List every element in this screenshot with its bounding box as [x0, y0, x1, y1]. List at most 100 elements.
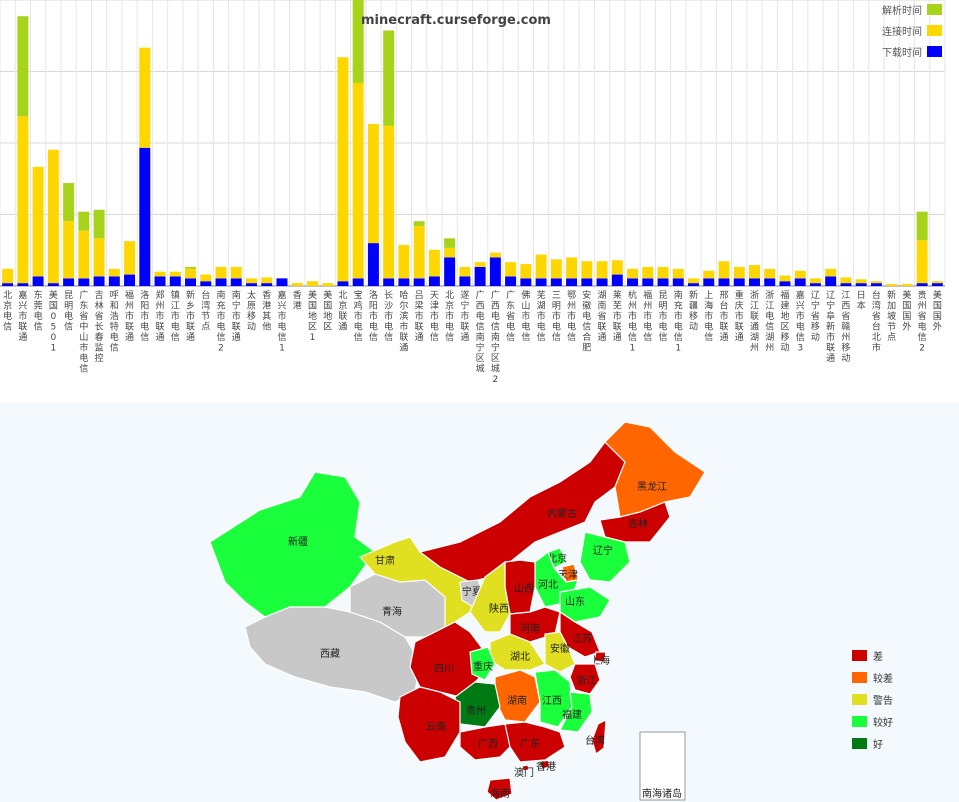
region-label: 重庆 — [473, 660, 493, 673]
x-tick-label: 市 — [719, 310, 728, 322]
x-tick-label: 点 — [887, 332, 896, 343]
x-tick-label: 充 — [674, 300, 683, 312]
region-label: 广西 — [478, 738, 498, 750]
x-tick-label: 兴 — [277, 301, 286, 312]
region-香港[interactable] — [539, 759, 551, 770]
region-上海[interactable] — [593, 651, 607, 663]
legend-swatch — [927, 46, 942, 57]
x-tick-label: 节 — [887, 322, 896, 333]
bar-segment — [550, 259, 562, 279]
x-tick-label: 信 — [384, 331, 393, 343]
bar-segment — [642, 266, 654, 279]
map-legend-swatch[interactable] — [852, 672, 867, 683]
bar-segment — [306, 281, 318, 286]
x-tick-label: 北 — [338, 290, 347, 301]
x-tick-label: 移 — [780, 331, 789, 343]
x-tick-label: 动 — [811, 332, 820, 343]
x-tick-label: 新 — [689, 289, 698, 301]
map-svg: 新疆西藏青海甘肃内蒙古黑龙江吉林辽宁北京天津河北山东山西宁夏陕西河南江苏安徽上海… — [209, 421, 893, 801]
x-tick-label: 明 — [64, 301, 73, 312]
x-tick-label: 中 — [79, 321, 88, 333]
x-tick-label: 信 — [369, 331, 378, 343]
region-南海诸岛[interactable] — [639, 731, 686, 801]
x-tick-label: 市 — [140, 310, 149, 322]
bar-segment — [2, 268, 14, 284]
map-legend-swatch[interactable] — [852, 650, 867, 661]
x-tick-label: 电 — [537, 321, 546, 333]
region-黑龙江[interactable] — [604, 421, 706, 518]
x-tick-label: 疆 — [689, 301, 698, 312]
bar-segment — [93, 238, 105, 277]
region-福建[interactable] — [559, 691, 593, 733]
region-label: 河南 — [520, 622, 540, 635]
x-tick-label: 城 — [491, 364, 500, 375]
x-tick-label: 电 — [110, 331, 119, 343]
x-tick-label: 信 — [445, 331, 454, 343]
x-tick-label: 上 — [704, 290, 713, 301]
x-tick-label: 兴 — [796, 301, 805, 312]
region-台湾[interactable] — [591, 718, 607, 756]
x-tick-label: 通 — [399, 343, 408, 354]
x-tick-label: 南 — [674, 289, 683, 301]
region-海南[interactable] — [486, 777, 513, 801]
bar-segment — [535, 254, 547, 279]
x-tick-label: 重 — [735, 289, 744, 301]
x-tick-label: 州 — [918, 301, 927, 312]
x-tick-label: 电 — [217, 321, 226, 333]
x-tick-label: 嘉 — [18, 289, 27, 301]
x-tick-label: 联 — [735, 322, 744, 333]
bar-segment — [215, 266, 227, 279]
x-tick-label: 镇 — [171, 289, 180, 301]
region-云南[interactable] — [397, 686, 461, 763]
x-tick-label: 市 — [171, 310, 180, 322]
region-广西[interactable] — [459, 723, 516, 761]
x-tick-label: 州 — [643, 301, 652, 312]
x-tick-label: 电 — [277, 321, 286, 333]
region-重庆[interactable] — [469, 646, 496, 681]
bar-segment — [566, 257, 578, 279]
region-广东[interactable] — [504, 721, 566, 763]
bar-segment — [855, 279, 867, 284]
bar-segment — [413, 225, 425, 279]
bar-segment — [672, 268, 684, 279]
x-tick-label: 邢 — [719, 290, 728, 301]
map-legend-swatch[interactable] — [852, 694, 867, 705]
x-tick-label: 日 — [857, 290, 866, 301]
x-tick-label: 通 — [750, 322, 759, 333]
region-江西[interactable] — [534, 669, 573, 728]
x-tick-label: 市 — [277, 310, 286, 322]
x-tick-label: 嘉 — [277, 289, 286, 301]
x-tick-label: 区 — [323, 322, 332, 333]
bar-segment — [78, 278, 90, 286]
x-tick-label: 洛 — [369, 289, 378, 301]
x-tick-label: 台 — [872, 321, 881, 333]
legend-label: 解析时间 — [882, 4, 922, 17]
x-tick-label: 联 — [125, 322, 134, 333]
x-tick-label: 湾 — [201, 300, 210, 312]
x-tick-label: 市 — [232, 310, 241, 322]
bar-segment — [185, 268, 197, 279]
bar-segment — [718, 261, 730, 279]
x-tick-label: 兴 — [18, 301, 27, 312]
x-tick-label: 电 — [567, 321, 576, 333]
region-陕西[interactable] — [469, 560, 511, 633]
map-legend-swatch[interactable] — [852, 716, 867, 727]
region-澳门[interactable] — [521, 764, 530, 772]
bar-segment — [916, 211, 928, 241]
region-label: 山东 — [565, 595, 585, 608]
region-label: 甘肃 — [375, 554, 395, 567]
bar-segment — [703, 270, 715, 279]
bar-segment — [718, 278, 730, 286]
bar-segment — [520, 264, 532, 279]
x-tick-label: 宁 — [232, 300, 241, 312]
map-legend-swatch[interactable] — [852, 738, 867, 749]
x-tick-label: 信 — [582, 321, 591, 333]
region-辽宁[interactable] — [579, 531, 631, 583]
x-tick-label: 0 — [50, 312, 56, 322]
bar-segment — [383, 278, 395, 286]
x-tick-label: 电 — [64, 310, 73, 322]
x-tick-label: 电 — [643, 321, 652, 333]
bar-segment — [489, 252, 501, 258]
x-tick-label: 宁 — [476, 342, 485, 354]
region-label: 四川 — [434, 664, 454, 675]
